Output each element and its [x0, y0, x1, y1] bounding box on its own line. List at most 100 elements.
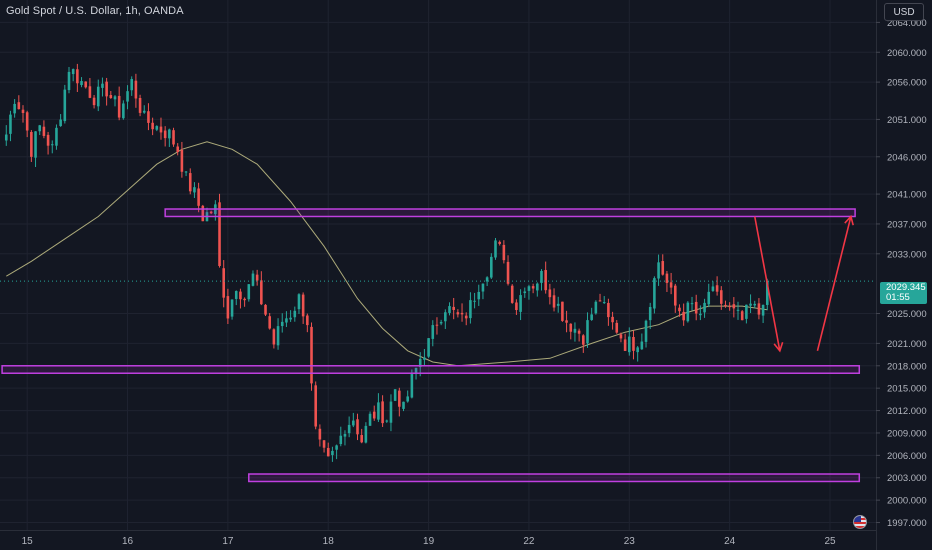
time-axis[interactable]: 15 16 17 18 19 22 23 24 25: [0, 530, 876, 548]
candle-body: [669, 282, 673, 288]
candle-body: [728, 306, 731, 308]
candle-body: [201, 205, 205, 222]
candle-body: [715, 285, 719, 292]
projection-arrow-line[interactable]: [753, 216, 781, 351]
candle-body: [536, 283, 539, 291]
candle-body: [130, 79, 134, 91]
price-axis[interactable]: 2064.000 2060.000 2056.000 2051.000 2046.000…: [876, 0, 927, 550]
candle-body: [749, 303, 752, 306]
candle-body: [515, 302, 518, 311]
us-flag-icon[interactable]: [853, 515, 867, 529]
zone-rect[interactable]: [1, 365, 861, 374]
candle-body: [628, 336, 631, 353]
candle-body: [498, 241, 501, 244]
candle-body: [724, 304, 727, 307]
candle-body: [477, 291, 481, 300]
price-tick-label: 2037.000: [887, 219, 927, 230]
candle-body: [352, 420, 355, 426]
candle-body: [540, 270, 543, 283]
candle-body: [598, 300, 602, 302]
candle-body: [561, 301, 564, 321]
candle-body: [285, 318, 288, 323]
time-tick-label: 24: [724, 536, 736, 547]
candle-body: [490, 256, 493, 278]
candle-body: [661, 261, 665, 275]
candle-body: [719, 290, 723, 304]
candle-body: [176, 146, 180, 152]
zone-rect[interactable]: [248, 473, 861, 483]
candle-body: [673, 285, 677, 306]
candle-body: [552, 295, 556, 308]
candle-body: [209, 211, 213, 214]
candle-body: [251, 273, 255, 286]
candle-body: [147, 111, 150, 123]
symbol-title[interactable]: Gold Spot / U.S. Dollar, 1h, OANDA: [6, 5, 184, 17]
candle-body: [234, 291, 238, 299]
candle-body: [761, 304, 765, 316]
candle-body: [50, 144, 54, 146]
candle-body: [276, 326, 280, 346]
price-tick-label: 2025.000: [887, 309, 927, 320]
candle-body: [519, 295, 522, 312]
candle-body: [615, 322, 619, 333]
bar-countdown: 01:55: [886, 292, 910, 303]
price-tick-label: 2064.000: [887, 18, 927, 29]
support-resistance-zones[interactable]: [1, 208, 861, 483]
candle-body: [740, 311, 744, 321]
projection-arrow-line[interactable]: [816, 216, 852, 352]
candle-body: [548, 289, 552, 298]
candle-body: [682, 311, 685, 321]
projection-arrow-head: [844, 214, 854, 226]
candle-body: [184, 171, 188, 173]
candle-body: [448, 306, 451, 313]
candle-body: [427, 338, 430, 357]
candle-body: [230, 299, 234, 317]
candle-body: [410, 374, 414, 398]
zone-rect[interactable]: [164, 208, 856, 218]
candle-body: [644, 320, 648, 342]
price-tick-label: 2051.000: [887, 115, 927, 126]
candle-body: [452, 306, 455, 310]
candle-body: [117, 95, 121, 118]
moving-average-line: [6, 141, 768, 367]
candle-body: [753, 303, 757, 306]
candle-body: [565, 320, 568, 323]
price-tick-label: 2000.000: [887, 496, 927, 507]
candle-body: [314, 385, 317, 427]
candle-body: [347, 424, 351, 434]
candle-body: [168, 129, 171, 139]
candle-body: [63, 89, 67, 122]
candle-body: [138, 97, 142, 113]
candle-body: [502, 244, 506, 261]
candle-body: [414, 367, 418, 375]
price-tick-label: 2021.000: [887, 339, 927, 350]
candle-body: [335, 445, 338, 450]
candle-body: [586, 320, 589, 344]
candle-body: [690, 303, 694, 305]
currency-button[interactable]: USD: [884, 3, 924, 21]
candle-body: [260, 280, 263, 305]
time-tick-label: 19: [423, 536, 435, 547]
candle-body: [21, 109, 25, 113]
candle-body: [71, 69, 75, 75]
candle-body: [510, 285, 514, 303]
candle-body: [42, 126, 46, 136]
candle-body: [389, 401, 393, 423]
time-tick-label: 22: [523, 536, 535, 547]
candle-body: [757, 303, 761, 315]
projection-arrows[interactable]: [753, 214, 854, 353]
candle-body: [611, 316, 614, 323]
candle-body: [197, 188, 200, 206]
candle-body: [172, 130, 175, 145]
candle-body: [142, 110, 146, 113]
ma-line: [6, 141, 768, 367]
candle-body: [151, 122, 154, 130]
candle-body: [485, 277, 489, 282]
candle-body: [464, 315, 468, 319]
candle-body: [80, 81, 83, 86]
candle-body: [188, 173, 192, 192]
candle-body: [293, 310, 297, 318]
last-price-label: 2029.345 01:55: [880, 282, 927, 304]
candle-body: [423, 357, 426, 360]
